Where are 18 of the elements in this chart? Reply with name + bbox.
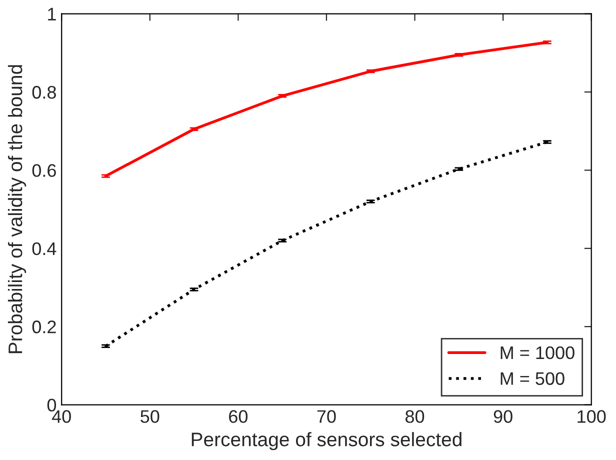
x-tick-label: 60 (229, 410, 248, 423)
y-tick-label: 0.6 (32, 164, 56, 177)
y-tick-label: 0 (47, 398, 56, 412)
x-axis-title: Percentage of sensors selected (192, 432, 462, 450)
legend-label: M = 500 (500, 372, 564, 385)
y-tick-label: 0.2 (32, 320, 56, 334)
legend-label: M = 1000 (500, 346, 574, 360)
y-tick-label: 1 (48, 8, 56, 20)
y-tick-label: 0.8 (32, 86, 56, 99)
y-axis-title: Probability of validity of the bound (8, 65, 26, 354)
x-tick-label: 90 (494, 410, 512, 423)
x-tick-label: 50 (140, 410, 160, 423)
x-tick-label: 80 (406, 410, 424, 423)
x-tick-label: 40 (52, 410, 71, 423)
y-tick-label: 0.4 (32, 242, 56, 256)
x-tick-label: 70 (317, 410, 336, 423)
line-series (104, 40, 549, 178)
x-tick-label: 100 (578, 410, 606, 423)
